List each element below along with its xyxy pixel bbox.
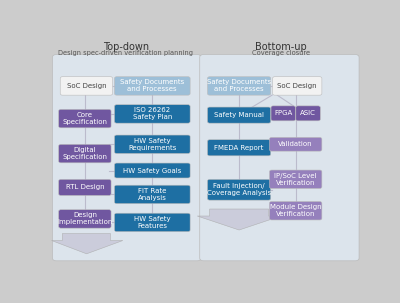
- Text: Fault Injection/
Coverage Analysis: Fault Injection/ Coverage Analysis: [207, 183, 271, 196]
- Text: FIT Rate
Analysis: FIT Rate Analysis: [138, 188, 167, 201]
- Text: ASIC: ASIC: [300, 110, 316, 116]
- FancyBboxPatch shape: [59, 179, 111, 195]
- FancyBboxPatch shape: [208, 179, 271, 200]
- FancyBboxPatch shape: [270, 137, 322, 151]
- Polygon shape: [197, 209, 281, 230]
- Text: Top-down: Top-down: [103, 42, 149, 52]
- Text: Safety Documents
and Processes: Safety Documents and Processes: [207, 79, 271, 92]
- FancyBboxPatch shape: [208, 107, 271, 123]
- Text: HW Safety
Requirements: HW Safety Requirements: [128, 138, 176, 151]
- Text: FPGA: FPGA: [274, 110, 292, 116]
- FancyBboxPatch shape: [208, 77, 271, 95]
- Text: Bottom-up: Bottom-up: [255, 42, 307, 52]
- Text: Core
Specification: Core Specification: [62, 112, 107, 125]
- FancyBboxPatch shape: [59, 145, 111, 163]
- Text: ISO 26262
Safety Plan: ISO 26262 Safety Plan: [133, 108, 172, 120]
- Text: FMEDA Report: FMEDA Report: [214, 145, 264, 151]
- FancyBboxPatch shape: [114, 105, 190, 123]
- Text: RTL Design: RTL Design: [66, 185, 104, 190]
- FancyBboxPatch shape: [114, 135, 190, 154]
- FancyBboxPatch shape: [296, 106, 320, 121]
- Text: IP/SoC Level
Verification: IP/SoC Level Verification: [274, 173, 317, 186]
- Text: Safety Documents
and Processes: Safety Documents and Processes: [120, 79, 184, 92]
- FancyBboxPatch shape: [52, 55, 201, 261]
- Text: Safety Manual: Safety Manual: [214, 112, 264, 118]
- FancyBboxPatch shape: [271, 106, 296, 121]
- Text: HW Safety
Features: HW Safety Features: [134, 216, 171, 229]
- Text: SoC Design: SoC Design: [278, 83, 317, 89]
- FancyBboxPatch shape: [59, 210, 111, 228]
- Text: HW Safety Goals: HW Safety Goals: [123, 168, 182, 174]
- FancyBboxPatch shape: [272, 77, 322, 95]
- Text: Digital
Specification: Digital Specification: [62, 147, 107, 160]
- Text: Design spec-driven verification planning: Design spec-driven verification planning: [58, 50, 194, 56]
- Text: Coverage closure: Coverage closure: [252, 50, 310, 56]
- FancyBboxPatch shape: [200, 55, 359, 261]
- FancyBboxPatch shape: [270, 170, 322, 188]
- FancyBboxPatch shape: [60, 77, 113, 95]
- Text: Design
Implementation: Design Implementation: [57, 212, 112, 225]
- FancyBboxPatch shape: [114, 77, 190, 95]
- FancyBboxPatch shape: [114, 213, 190, 231]
- FancyBboxPatch shape: [208, 140, 271, 156]
- Text: SoC Design: SoC Design: [67, 83, 106, 89]
- FancyBboxPatch shape: [270, 201, 322, 220]
- Polygon shape: [52, 234, 123, 254]
- FancyBboxPatch shape: [114, 185, 190, 204]
- Text: Validation: Validation: [278, 141, 313, 147]
- FancyBboxPatch shape: [59, 109, 111, 128]
- FancyBboxPatch shape: [114, 163, 190, 178]
- Text: Module Design
Verification: Module Design Verification: [270, 204, 322, 217]
